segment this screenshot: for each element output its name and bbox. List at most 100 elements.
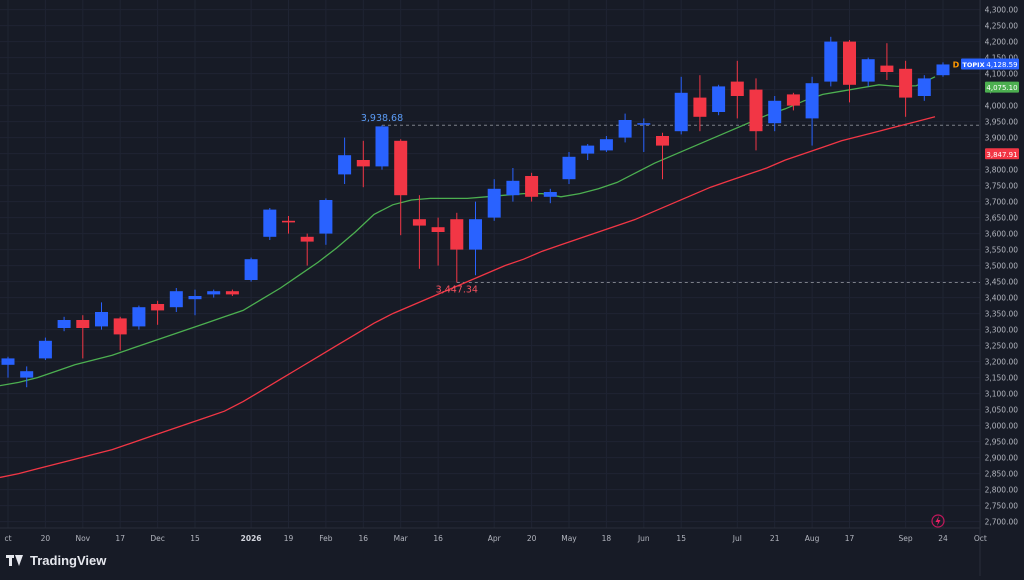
y-tick-label: 3,950.00 [985,118,1019,127]
candle-up [861,59,875,82]
x-tick-label: Feb [319,534,333,543]
candle-up [207,291,221,295]
price-tag-label: 3,847.91 [986,151,1017,159]
candle-up [169,291,183,308]
y-tick-label: 3,600.00 [985,230,1019,239]
candle-up [20,371,34,378]
price-tag-bg [985,58,1019,70]
y-tick-label: 3,400.00 [985,294,1019,303]
price-tag-bg [985,148,1019,160]
candle-up [1,358,15,365]
y-tick-label: 4,200.00 [985,38,1019,47]
candle-up [562,156,576,180]
candle-up [543,192,557,197]
x-tick-label: Aug [805,534,820,543]
y-tick-label: 3,800.00 [985,166,1019,175]
candle-up [824,41,838,82]
lightning-icon-ring [931,514,945,528]
candle-down [693,97,707,117]
y-tick-label: 3,900.00 [985,134,1019,143]
price-tag-label: 4,128.59 [986,61,1017,69]
x-tick-label: 18 [602,534,612,543]
y-tick-label: 3,150.00 [985,374,1019,383]
interval-badge: D [953,60,960,69]
candle-up [319,200,333,234]
candle-down [786,94,800,106]
y-tick-label: 3,650.00 [985,214,1019,223]
candle-up [263,209,277,237]
x-tick-label: 17 [845,534,855,543]
annotation-label: 3,447.34 [436,284,478,295]
price-tag-label: 4,075.10 [986,84,1017,92]
y-tick-label: 4,100.00 [985,70,1019,79]
x-tick-label: 15 [676,534,686,543]
candle-up [244,259,258,280]
candle-up [599,139,613,151]
symbol-tag-bg [961,58,986,70]
x-tick-label: 16 [433,534,443,543]
candle-up [132,307,146,327]
x-tick-label: 20 [527,534,537,543]
candle-down [880,65,894,72]
y-tick-label: 2,800.00 [985,486,1019,495]
x-tick-label: 15 [190,534,200,543]
candle-down [76,320,90,328]
x-tick-label: Dec [150,534,165,543]
candle-down [525,176,539,197]
y-tick-label: 3,250.00 [985,342,1019,351]
x-tick-label: Mar [394,534,409,543]
y-tick-label: 3,550.00 [985,246,1019,255]
y-tick-label: 3,200.00 [985,358,1019,367]
candle-down [225,291,239,295]
x-tick-label: 17 [115,534,125,543]
x-tick-label: Sep [899,534,913,543]
x-tick-label: May [561,534,577,543]
candle-down [300,236,314,242]
y-tick-label: 2,900.00 [985,454,1019,463]
y-tick-label: 3,450.00 [985,278,1019,287]
tradingview-logo[interactable]: TradingView [6,553,106,568]
brand-name: TradingView [30,553,107,568]
candle-up [338,155,352,175]
candle-up [188,296,202,300]
y-tick-label: 2,850.00 [985,470,1019,479]
candle-up [506,180,520,196]
x-tick-label: Apr [488,534,502,543]
annotation-label: 3,938.68 [361,113,403,124]
y-tick-label: 3,300.00 [985,326,1019,335]
candle-up [637,123,651,125]
candle-down [282,220,295,223]
candle-down [730,81,744,96]
y-tick-label: 4,150.00 [985,54,1019,63]
candle-up [805,83,819,119]
candle-down [749,89,763,132]
x-tick-label: Jul [732,534,742,543]
candle-down [394,140,408,196]
candle-down [656,136,669,146]
candle-down [113,318,127,335]
candle-down [431,227,445,232]
tradingview-logo-icon [6,555,24,566]
y-tick-label: 2,700.00 [985,518,1019,527]
x-tick-label: Nov [75,534,90,543]
symbol-tag-label: TOPIX [962,61,984,69]
candle-down [151,304,165,311]
y-tick-label: 3,000.00 [985,422,1019,431]
y-tick-label: 3,350.00 [985,310,1019,319]
candle-down [412,219,426,226]
y-tick-label: 4,300.00 [985,6,1019,15]
y-tick-label: 4,250.00 [985,22,1019,31]
y-tick-label: 3,500.00 [985,262,1019,271]
candle-down [450,219,464,250]
lightning-icon-bolt [935,516,941,526]
candle-down [843,41,856,85]
x-tick-label: 21 [770,534,780,543]
candle-up [674,92,688,132]
y-tick-label: 3,700.00 [985,198,1019,207]
lightning-icon [931,514,945,528]
x-tick-label: 2026 [241,534,262,543]
y-tick-label: 3,750.00 [985,182,1019,191]
y-tick-label: 2,750.00 [985,502,1019,511]
